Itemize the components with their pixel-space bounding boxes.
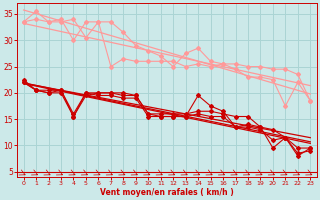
- X-axis label: Vent moyen/en rafales ( km/h ): Vent moyen/en rafales ( km/h ): [100, 188, 234, 197]
